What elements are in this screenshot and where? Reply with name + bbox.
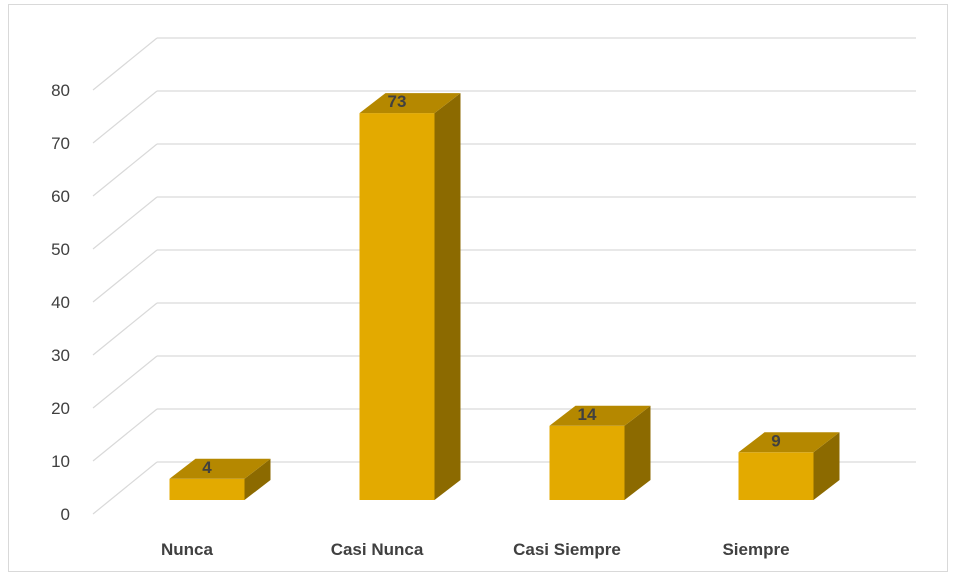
bar — [738, 432, 840, 500]
bar-top — [359, 93, 461, 114]
bar-front — [738, 452, 814, 500]
bar-side — [813, 432, 840, 500]
y-tick-label: 60 — [51, 187, 70, 206]
y-tick-label: 0 — [61, 505, 70, 524]
gridline-depth — [92, 143, 158, 197]
y-tick-label: 40 — [51, 293, 70, 312]
bar-side — [244, 458, 271, 500]
gridline-depth — [92, 37, 158, 91]
y-tick-label: 50 — [51, 240, 70, 259]
bar-top — [169, 458, 271, 479]
y-axis-ticks: 0 10 20 30 40 50 60 70 80 — [51, 81, 70, 524]
x-category-label: Nunca — [161, 540, 214, 559]
data-label: 14 — [578, 405, 597, 424]
bar — [169, 458, 271, 500]
y-tick-label: 30 — [51, 346, 70, 365]
gridline-depth — [92, 196, 158, 250]
bar-front — [169, 478, 245, 500]
y-tick-label: 20 — [51, 399, 70, 418]
bar-front — [549, 425, 625, 500]
gridline-depth — [92, 249, 158, 303]
bar-side — [434, 93, 461, 500]
bar-top — [549, 405, 651, 426]
x-category-label: Siempre — [722, 540, 789, 559]
gridline-depth — [92, 408, 158, 462]
bar — [359, 93, 461, 500]
bar-top — [738, 432, 840, 453]
x-category-label: Casi Siempre — [513, 540, 621, 559]
data-label: 73 — [388, 92, 407, 111]
x-axis-labels: Nunca Casi Nunca Casi Siempre Siempre — [161, 540, 790, 559]
gridline-depth — [92, 355, 158, 409]
y-tick-label: 10 — [51, 452, 70, 471]
data-label: 4 — [202, 458, 212, 477]
bars: 4 73 14 9 — [169, 92, 840, 500]
gridline-depth — [92, 90, 158, 144]
data-label: 9 — [771, 431, 780, 450]
bar — [549, 405, 651, 500]
x-category-label: Casi Nunca — [331, 540, 424, 559]
bar-side — [624, 405, 651, 500]
y-tick-label: 70 — [51, 134, 70, 153]
y-tick-label: 80 — [51, 81, 70, 100]
gridline-depth — [92, 302, 158, 356]
gridline-depth — [92, 461, 158, 515]
bar-front — [359, 113, 435, 500]
